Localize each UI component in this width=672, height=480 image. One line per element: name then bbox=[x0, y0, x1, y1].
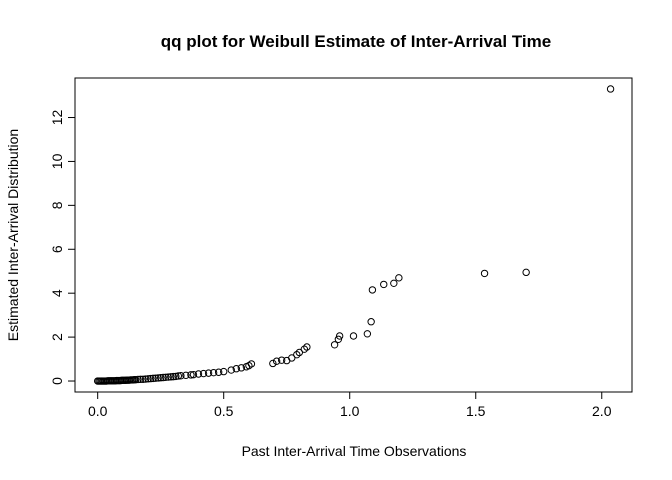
data-points bbox=[93, 85, 615, 385]
data-point bbox=[363, 330, 372, 338]
data-point bbox=[334, 335, 343, 344]
y-tick-label: 12 bbox=[49, 110, 65, 126]
data-point bbox=[220, 367, 228, 376]
x-tick-label: 2.0 bbox=[592, 403, 612, 419]
data-point bbox=[194, 370, 203, 378]
data-point bbox=[209, 368, 218, 377]
data-point bbox=[480, 269, 489, 278]
chart-title: qq plot for Weibull Estimate of Inter-Ar… bbox=[161, 32, 551, 51]
data-point bbox=[295, 348, 304, 357]
y-tick-label: 6 bbox=[49, 245, 65, 253]
data-point bbox=[154, 374, 162, 382]
plot-frame bbox=[74, 77, 633, 393]
data-point bbox=[182, 371, 190, 380]
y-tick-label: 8 bbox=[49, 201, 65, 209]
data-point bbox=[380, 280, 388, 289]
y-tick-label: 0 bbox=[49, 377, 65, 385]
data-point bbox=[300, 345, 309, 353]
data-point bbox=[237, 364, 246, 372]
y-tick-label: 2 bbox=[49, 333, 65, 341]
data-point bbox=[177, 372, 185, 380]
data-point bbox=[204, 369, 213, 377]
data-point bbox=[136, 375, 145, 383]
data-point bbox=[330, 341, 339, 349]
data-point bbox=[172, 372, 180, 381]
data-point bbox=[162, 373, 170, 381]
data-point bbox=[164, 373, 172, 381]
data-point bbox=[368, 286, 377, 294]
data-point bbox=[272, 357, 281, 365]
x-tick-label: 0.5 bbox=[214, 403, 234, 419]
data-point bbox=[335, 332, 344, 340]
data-point bbox=[151, 374, 160, 382]
data-point bbox=[247, 360, 256, 368]
data-point bbox=[303, 343, 311, 351]
data-point bbox=[156, 374, 165, 382]
data-point bbox=[390, 279, 398, 288]
data-point bbox=[174, 372, 183, 380]
x-axis-label: Past Inter-Arrival Time Observations bbox=[242, 443, 467, 459]
y-axis-label: Estimated Inter-Arrival Distribution bbox=[5, 129, 21, 341]
data-point bbox=[214, 368, 223, 376]
data-point bbox=[288, 354, 296, 362]
y-tick-label: 10 bbox=[49, 153, 65, 169]
data-point bbox=[141, 375, 150, 383]
data-point bbox=[293, 350, 301, 359]
data-point bbox=[149, 374, 157, 383]
data-point bbox=[232, 365, 241, 373]
data-point bbox=[227, 366, 235, 374]
data-point bbox=[134, 375, 142, 384]
data-point bbox=[139, 375, 147, 383]
data-point bbox=[131, 376, 140, 384]
x-tick-label: 0.0 bbox=[88, 403, 108, 419]
x-tick-label: 1.5 bbox=[466, 403, 486, 419]
data-point bbox=[189, 370, 198, 379]
data-point bbox=[146, 374, 155, 383]
x-tick-label: 1.0 bbox=[340, 403, 360, 419]
data-point bbox=[277, 356, 286, 364]
data-point bbox=[269, 359, 277, 368]
data-point bbox=[367, 318, 375, 326]
data-point bbox=[606, 85, 615, 93]
data-point bbox=[167, 373, 175, 381]
data-point bbox=[522, 268, 530, 277]
data-point bbox=[187, 371, 195, 379]
data-point bbox=[199, 369, 208, 378]
x-axis: 0.0 0.5 1.0 1.5 2.0 bbox=[88, 391, 612, 419]
data-point bbox=[349, 332, 358, 340]
data-point bbox=[395, 274, 403, 282]
data-point bbox=[144, 375, 152, 383]
y-axis: 0 2 4 6 8 10 12 bbox=[49, 110, 76, 385]
data-point bbox=[159, 373, 167, 382]
data-point bbox=[169, 372, 177, 381]
y-tick-label: 4 bbox=[49, 289, 65, 297]
